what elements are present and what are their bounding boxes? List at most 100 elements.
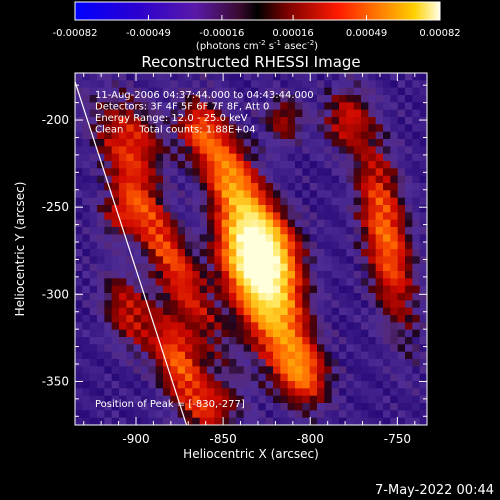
heatmap-cell <box>214 227 223 235</box>
heatmap-cell <box>155 351 164 360</box>
heatmap-cell <box>214 102 223 111</box>
heatmap-cell <box>317 315 325 323</box>
heatmap-cell <box>126 95 135 103</box>
heatmap-cell <box>185 300 193 309</box>
heatmap-cell <box>133 373 142 382</box>
heatmap-cell <box>280 344 289 353</box>
heatmap-cell <box>243 256 252 265</box>
heatmap-cell <box>258 329 267 338</box>
heatmap-cell <box>119 95 127 103</box>
heatmap-cell <box>361 410 369 419</box>
heatmap-cell <box>207 373 215 382</box>
heatmap-cell <box>331 87 340 96</box>
colorbar: -0.00082 -0.00049 -0.00016 0.00016 0.00049 0.… <box>53 1 461 52</box>
heatmap-cell <box>287 337 296 345</box>
heatmap-cell <box>390 410 399 419</box>
heatmap-cell <box>199 234 208 243</box>
heatmap-cell <box>148 168 157 177</box>
heatmap-cell <box>75 337 83 345</box>
heatmap-cell <box>412 190 421 199</box>
heatmap-cell <box>390 381 399 389</box>
heatmap-cell <box>324 109 333 118</box>
heatmap-cell <box>243 300 252 309</box>
heatmap-cell <box>346 307 355 316</box>
heatmap-cell <box>141 234 149 243</box>
heatmap-cell <box>324 241 333 250</box>
heatmap-cell <box>111 168 120 177</box>
heatmap-cell <box>251 234 259 243</box>
heatmap-cell <box>287 95 296 103</box>
heatmap-cell <box>405 212 413 221</box>
heatmap-cell <box>192 249 201 257</box>
heatmap-cell <box>339 117 347 125</box>
heatmap-cell <box>383 109 391 118</box>
heatmap-cell <box>126 300 135 309</box>
heatmap-cell <box>251 315 259 323</box>
heatmap-cell <box>236 190 245 199</box>
heatmap-cell <box>185 95 193 103</box>
heatmap-cell <box>104 271 113 279</box>
heatmap-cell <box>331 344 340 353</box>
heatmap-cell <box>339 373 347 382</box>
heatmap-cell <box>119 212 127 221</box>
heatmap-cell <box>75 322 83 331</box>
heatmap-cell <box>170 263 179 272</box>
heatmap-cell <box>82 153 91 162</box>
heatmap-cell <box>243 373 252 382</box>
heatmap-cell <box>383 241 391 250</box>
heatmap-cell <box>273 381 281 389</box>
heatmap-cell <box>104 146 113 155</box>
y-axis-ticks: -200-250-300-350 <box>42 84 427 417</box>
heatmap-cell <box>207 205 215 213</box>
heatmap-cell <box>390 87 399 96</box>
heatmap-cell <box>104 417 113 425</box>
heatmap-cell <box>82 395 91 404</box>
heatmap-cell <box>236 256 245 265</box>
heatmap-cell <box>75 344 83 353</box>
heatmap-cell <box>177 285 186 294</box>
heatmap-cell <box>383 256 391 265</box>
heatmap-cell <box>280 293 289 301</box>
heatmap-cell <box>397 278 406 287</box>
heatmap-cell <box>148 293 157 301</box>
heatmap-cell <box>353 403 362 411</box>
heatmap-cell <box>155 359 164 367</box>
heatmap-cell <box>97 381 105 389</box>
heatmap-cell <box>192 351 201 360</box>
heatmap-cell <box>390 300 399 309</box>
heatmap-cell <box>383 337 391 345</box>
heatmap-cell <box>295 241 303 250</box>
heatmap-cell <box>317 359 325 367</box>
heatmap-cell <box>353 117 362 125</box>
heatmap-cell <box>419 117 427 125</box>
heatmap-cell <box>361 249 369 257</box>
heatmap-cell <box>375 271 384 279</box>
heatmap-cell <box>133 359 142 367</box>
heatmap-cell <box>126 403 135 411</box>
heatmap-cell <box>346 249 355 257</box>
heatmap-cell <box>97 124 105 133</box>
heatmap-cell <box>353 131 362 140</box>
heatmap-cell <box>265 329 274 338</box>
heatmap-cell <box>111 205 120 213</box>
heatmap-cell <box>302 337 311 345</box>
heatmap-cell <box>302 322 311 331</box>
heatmap-cell <box>302 234 311 243</box>
heatmap-cell <box>419 249 427 257</box>
heatmap-cell <box>221 139 230 147</box>
heatmap-cell <box>280 403 289 411</box>
heatmap-cell <box>141 183 149 191</box>
heatmap-cell <box>265 249 274 257</box>
heatmap-cell <box>97 183 105 191</box>
heatmap-cell <box>126 410 135 419</box>
heatmap-cell <box>177 263 186 272</box>
heatmap-cell <box>89 109 98 118</box>
heatmap-cell <box>75 300 83 309</box>
heatmap-cell <box>368 249 377 257</box>
heatmap-cell <box>265 219 274 228</box>
heatmap-cell <box>163 417 171 425</box>
heatmap-cell <box>97 300 105 309</box>
heatmap-cell <box>243 417 252 425</box>
heatmap-cell <box>339 131 347 140</box>
heatmap-cell <box>361 153 369 162</box>
